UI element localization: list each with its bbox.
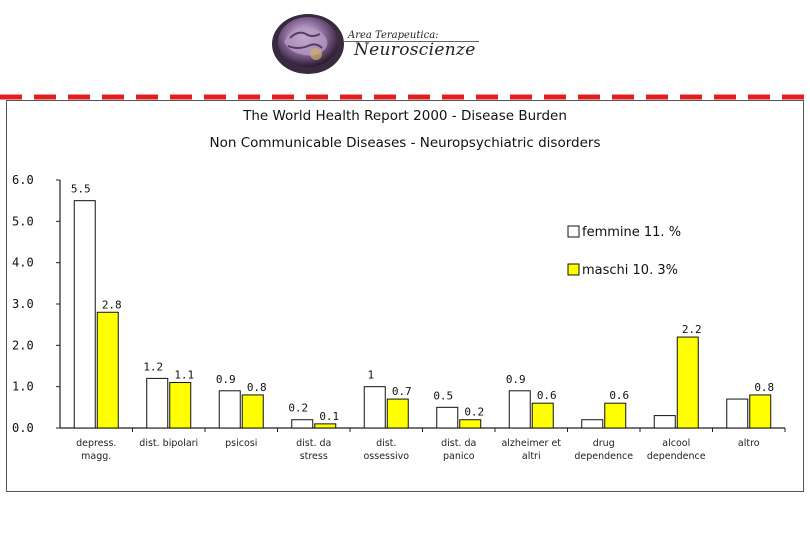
data-label-female-5: 0.5 xyxy=(433,389,453,402)
data-label-female-0: 5.5 xyxy=(71,183,91,196)
data-label-male-0: 2.8 xyxy=(102,298,122,311)
bar-female-9 xyxy=(726,398,749,429)
brain-logo-icon xyxy=(272,14,344,74)
y-tick-label: 5.0 xyxy=(12,214,34,228)
bar-female-0 xyxy=(73,200,96,429)
data-label-male-2: 0.8 xyxy=(247,381,267,394)
category-label-1: dist. bipolari xyxy=(139,438,198,449)
bar-male-8 xyxy=(676,336,699,429)
bar-female-6 xyxy=(508,390,531,429)
bar-female-4 xyxy=(363,386,386,429)
legend: femmine 11. % maschi 10. 3% xyxy=(563,214,699,278)
category-label-0: depress. xyxy=(76,438,116,449)
data-label-male-6: 0.6 xyxy=(537,389,557,402)
category-label-5: dist. da xyxy=(441,438,476,449)
data-label-male-4: 0.7 xyxy=(392,385,412,398)
slide-frame xyxy=(6,100,804,492)
bars xyxy=(73,200,772,429)
legend-label-1: maschi 10. 3% xyxy=(582,263,678,278)
y-tick-label: 4.0 xyxy=(12,256,34,270)
bar-male-9 xyxy=(749,394,772,429)
bar-female-7 xyxy=(581,419,604,429)
bar-male-4 xyxy=(386,398,409,429)
category-label-6: altri xyxy=(522,451,541,462)
logo-divider xyxy=(344,41,479,42)
data-label-female-4: 1 xyxy=(367,369,374,382)
chart-subtitle: Non Communicable Diseases - Neuropsychia… xyxy=(209,135,600,151)
data-label-female-3: 0.2 xyxy=(288,402,308,415)
y-tick-label: 6.0 xyxy=(12,173,34,187)
data-label-male-9: 0.8 xyxy=(754,381,774,394)
category-label-2: psicosi xyxy=(225,438,257,449)
bar-female-2 xyxy=(218,390,241,429)
category-label-4: ossessivo xyxy=(363,451,409,462)
bar-male-5 xyxy=(459,419,482,429)
bar-female-8 xyxy=(653,415,676,429)
category-label-7: dependence xyxy=(574,451,633,462)
data-label-male-7: 0.6 xyxy=(609,389,629,402)
logo-title: Neuroscienze xyxy=(354,40,476,60)
data-label-female-6: 0.9 xyxy=(506,373,526,386)
category-label-4: dist. xyxy=(376,438,396,449)
y-tick-label: 2.0 xyxy=(12,338,34,352)
y-tick-label: 0.0 xyxy=(12,421,34,435)
legend-swatch-0 xyxy=(567,225,580,238)
data-labels: 5.5 2.8 1.2 1.1 0.9 0.8 0.2 0.1 1 0.7 0.5 0.2 0.9 0.6… xyxy=(71,183,774,423)
category-label-3: stress xyxy=(300,451,328,462)
bar-male-0 xyxy=(96,311,119,429)
legend-label-0: femmine 11. % xyxy=(582,225,681,240)
chart-title: The World Health Report 2000 - Disease B… xyxy=(242,108,567,124)
category-label-7: drug xyxy=(593,438,615,449)
data-label-male-8: 2.2 xyxy=(682,323,702,336)
data-label-female-2: 0.9 xyxy=(216,373,236,386)
category-label-0: magg. xyxy=(81,451,111,462)
category-label-3: dist. da xyxy=(296,438,331,449)
category-label-5: panico xyxy=(443,451,475,462)
bar-female-3 xyxy=(291,419,314,429)
bar-male-6 xyxy=(531,402,554,429)
bar-male-2 xyxy=(241,394,264,429)
category-label-6: alzheimer et xyxy=(501,438,561,449)
bar-female-1 xyxy=(146,377,169,429)
bar-male-3 xyxy=(314,423,337,429)
data-label-male-5: 0.2 xyxy=(464,406,484,419)
category-label-9: altro xyxy=(738,438,760,449)
category-label-8: alcool xyxy=(662,438,690,449)
data-label-male-1: 1.1 xyxy=(174,369,194,382)
bar-male-1 xyxy=(169,382,192,429)
legend-swatch-1 xyxy=(567,263,580,276)
data-label-female-1: 1.2 xyxy=(143,360,163,373)
category-labels: depress. magg. dist. bipolari psicosi dist. … xyxy=(76,428,786,462)
bar-male-7 xyxy=(604,402,627,429)
data-label-male-3: 0.1 xyxy=(319,410,339,423)
logo-subtitle: Area Terapeutica: xyxy=(348,30,439,41)
y-tick-label: 1.0 xyxy=(12,380,34,394)
y-tick-label: 3.0 xyxy=(12,297,34,311)
legend-box xyxy=(563,214,699,278)
bar-female-5 xyxy=(436,406,459,429)
category-label-8: dependence xyxy=(647,451,706,462)
